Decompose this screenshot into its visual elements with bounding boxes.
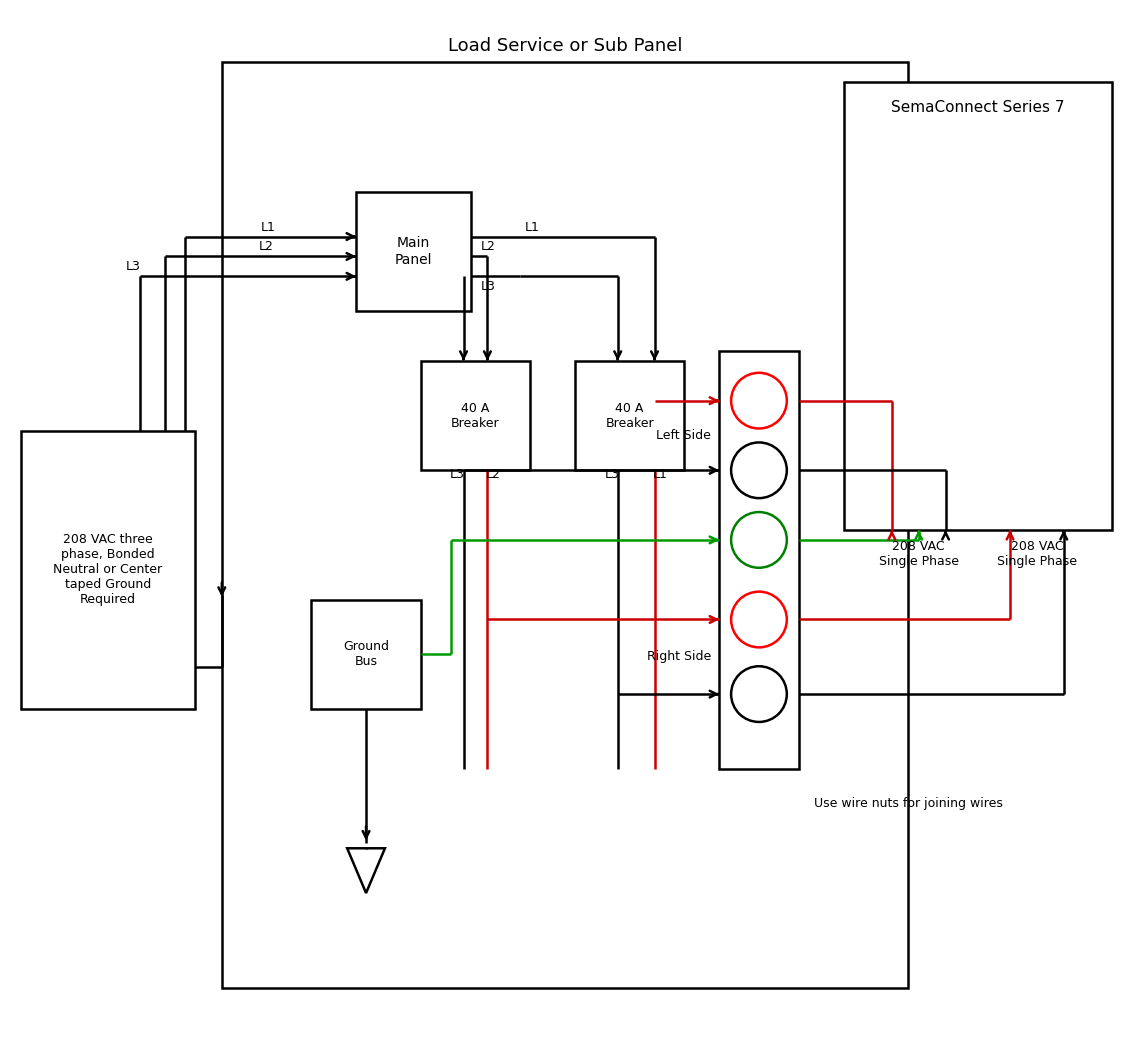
- Text: 208 VAC three
phase, Bonded
Neutral or Center
taped Ground
Required: 208 VAC three phase, Bonded Neutral or C…: [53, 533, 163, 606]
- Text: 208 VAC
Single Phase: 208 VAC Single Phase: [879, 540, 958, 568]
- Text: SemaConnect Series 7: SemaConnect Series 7: [892, 100, 1064, 116]
- Bar: [719, 351, 799, 769]
- Bar: [575, 361, 685, 470]
- Text: L3: L3: [125, 260, 140, 273]
- Bar: [843, 82, 1112, 530]
- Text: 40 A
Breaker: 40 A Breaker: [606, 401, 654, 429]
- Bar: [356, 192, 470, 311]
- Circle shape: [731, 591, 786, 648]
- Text: 40 A
Breaker: 40 A Breaker: [451, 401, 499, 429]
- Text: L3: L3: [605, 468, 619, 481]
- Text: Left Side: Left Side: [657, 429, 711, 442]
- Circle shape: [731, 442, 786, 498]
- Text: L2: L2: [480, 240, 495, 253]
- Bar: [312, 600, 420, 709]
- Circle shape: [731, 373, 786, 428]
- Text: L2: L2: [259, 240, 273, 253]
- Text: Use wire nuts for joining wires: Use wire nuts for joining wires: [814, 797, 1002, 810]
- Text: Load Service or Sub Panel: Load Service or Sub Panel: [447, 37, 683, 55]
- Text: Main
Panel: Main Panel: [394, 236, 432, 267]
- Bar: [221, 62, 909, 988]
- Bar: [420, 361, 530, 470]
- Text: L2: L2: [486, 468, 501, 481]
- Text: L3: L3: [450, 468, 466, 481]
- Text: 208 VAC
Single Phase: 208 VAC Single Phase: [997, 540, 1077, 568]
- Text: L3: L3: [480, 280, 495, 293]
- Text: L1: L1: [653, 468, 668, 481]
- Text: L1: L1: [525, 220, 540, 233]
- Circle shape: [731, 667, 786, 722]
- Text: Ground
Bus: Ground Bus: [344, 640, 389, 668]
- Circle shape: [731, 512, 786, 568]
- Text: L1: L1: [261, 220, 276, 233]
- Bar: [20, 430, 195, 709]
- Text: Right Side: Right Side: [647, 650, 711, 664]
